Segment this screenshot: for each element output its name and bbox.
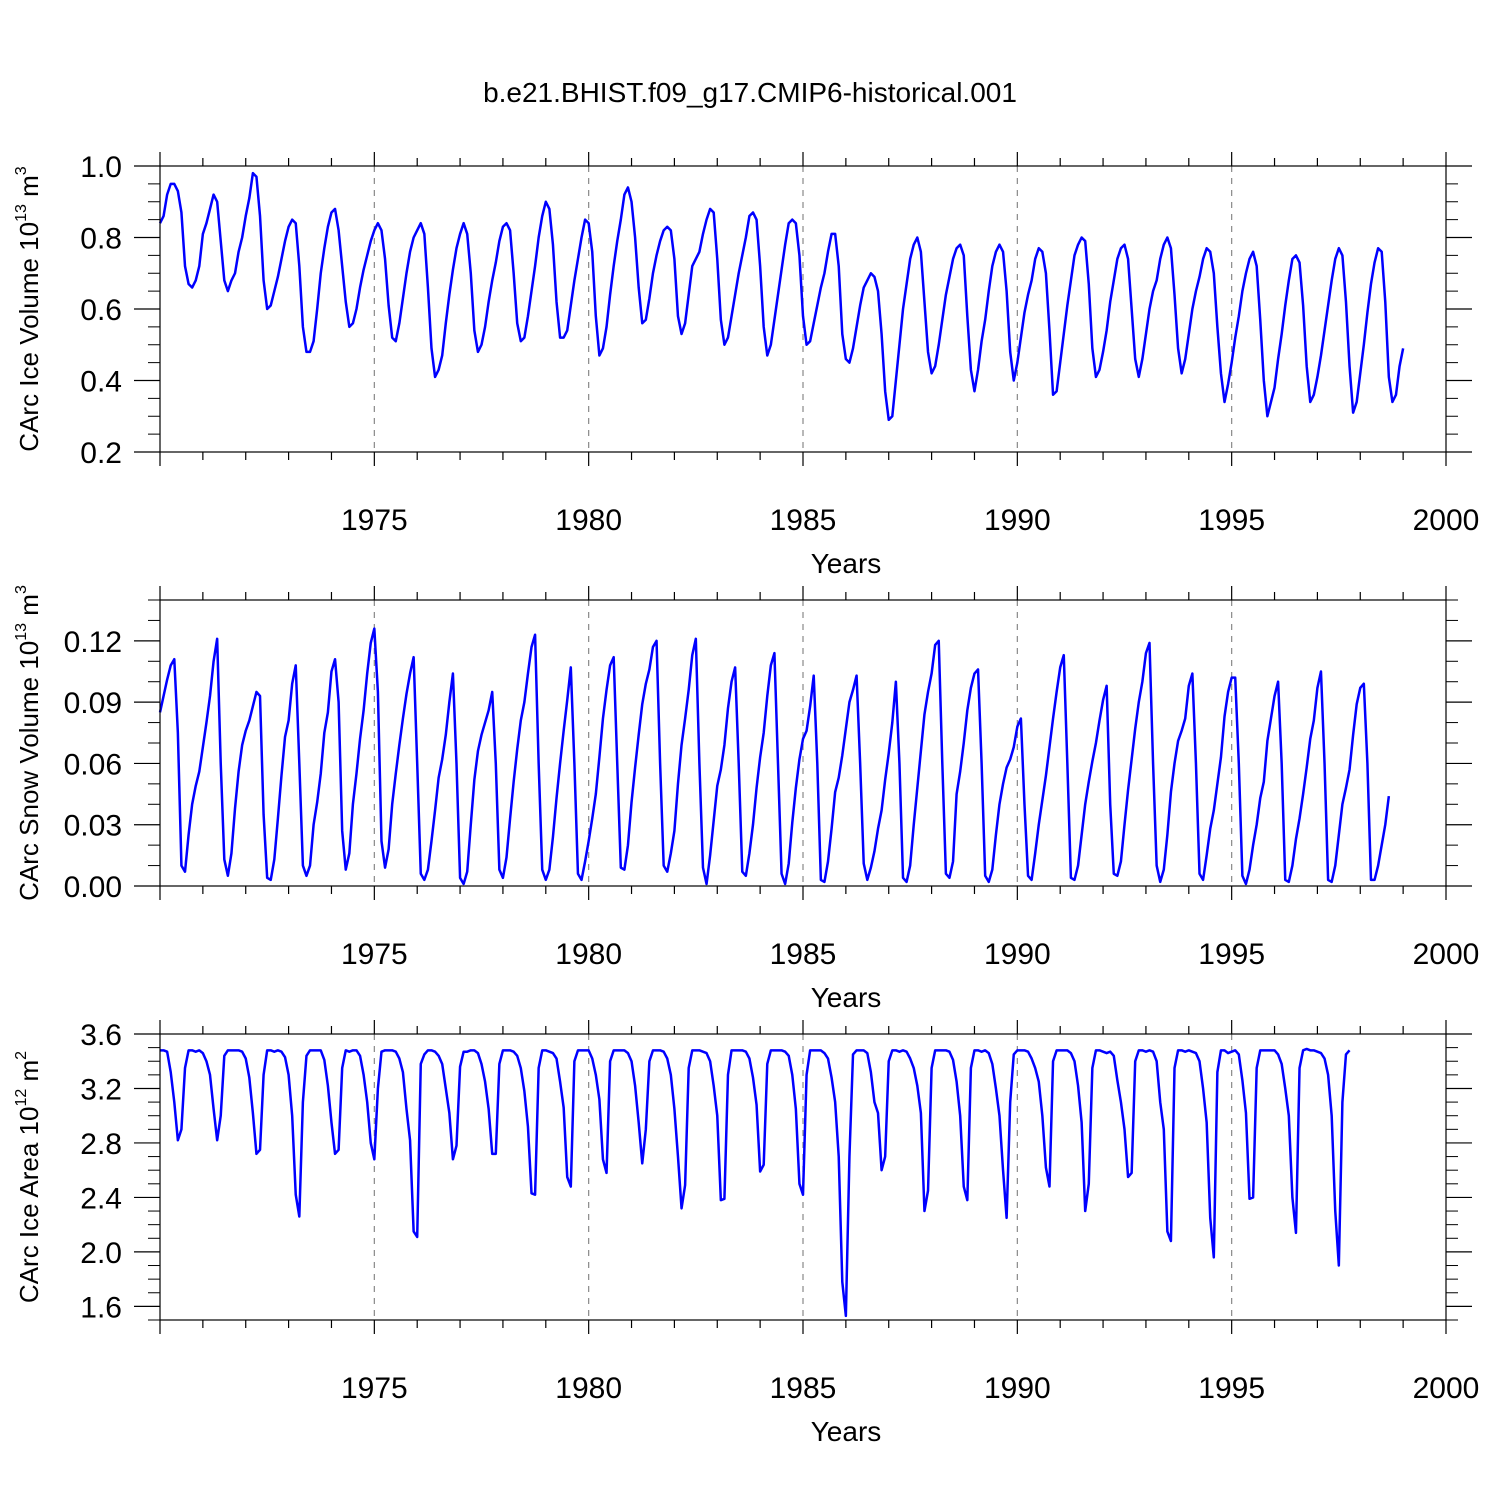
y-tick-label: 1.0 (80, 151, 122, 184)
y-tick-label: 0.4 (80, 366, 122, 399)
y-tick-label: 0.00 (64, 871, 122, 904)
data-series-line (160, 1047, 1351, 1318)
x-tick-label: 1975 (341, 1372, 408, 1405)
x-tick-label: 1995 (1198, 938, 1265, 971)
x-tick-label: 1985 (770, 1372, 837, 1405)
data-series-line (158, 627, 1391, 886)
y-tick-label: 2.0 (80, 1237, 122, 1270)
x-tick-label: 1975 (341, 938, 408, 971)
snow-volume-panel: 1975 1980 1985 1990 1995 2000 Years 0.00 0.03 0.0… (13, 585, 1479, 1013)
y-axis-label: CArc Ice Area 1012 m2 (13, 1051, 44, 1303)
y-tick-label: 0.12 (64, 626, 122, 659)
x-tick-label: 1985 (770, 938, 837, 971)
y-tick-label: 0.09 (64, 687, 122, 720)
x-tick-label: 2000 (1413, 504, 1480, 537)
x-tick-label: 1990 (984, 1372, 1051, 1405)
x-axis-label: Years (811, 1416, 882, 1447)
x-tick-label: 1995 (1198, 504, 1265, 537)
x-tick-label: 2000 (1413, 1372, 1480, 1405)
chart-title: b.e21.BHIST.f09_g17.CMIP6-historical.001 (483, 77, 1017, 108)
y-tick-label: 3.2 (80, 1073, 122, 1106)
x-tick-label: 1980 (555, 1372, 622, 1405)
y-tick-label: 2.4 (80, 1182, 122, 1215)
x-tick-label: 2000 (1413, 938, 1480, 971)
y-tick-label: 1.6 (80, 1291, 122, 1324)
x-tick-label: 1980 (555, 938, 622, 971)
data-series-line (158, 171, 1405, 422)
ice-volume-panel: 1975 1980 1985 1990 1995 2000 Years 0.2 0.4 0.6 0.… (13, 151, 1479, 579)
y-tick-label: 3.6 (80, 1019, 122, 1052)
y-tick-label: 2.8 (80, 1128, 122, 1161)
y-axis-label: CArc Snow Volume 1013 m3 (13, 585, 44, 901)
x-tick-label: 1985 (770, 504, 837, 537)
x-tick-label: 1975 (341, 504, 408, 537)
x-tick-label: 1995 (1198, 1372, 1265, 1405)
x-tick-label: 1980 (555, 504, 622, 537)
y-tick-label: 0.6 (80, 294, 122, 327)
x-axis-label: Years (811, 982, 882, 1013)
ice-area-panel: 1975 1980 1985 1990 1995 2000 Years 1.6 2.0 2.4 2.… (13, 1019, 1479, 1447)
x-tick-label: 1990 (984, 504, 1051, 537)
x-axis-label: Years (811, 548, 882, 579)
y-tick-label: 0.2 (80, 437, 122, 470)
y-tick-label: 0.06 (64, 748, 122, 781)
y-tick-label: 0.8 (80, 223, 122, 256)
x-tick-label: 1990 (984, 938, 1051, 971)
y-axis-label: CArc Ice Volume 1013 m3 (13, 166, 44, 451)
y-tick-label: 0.03 (64, 810, 122, 843)
